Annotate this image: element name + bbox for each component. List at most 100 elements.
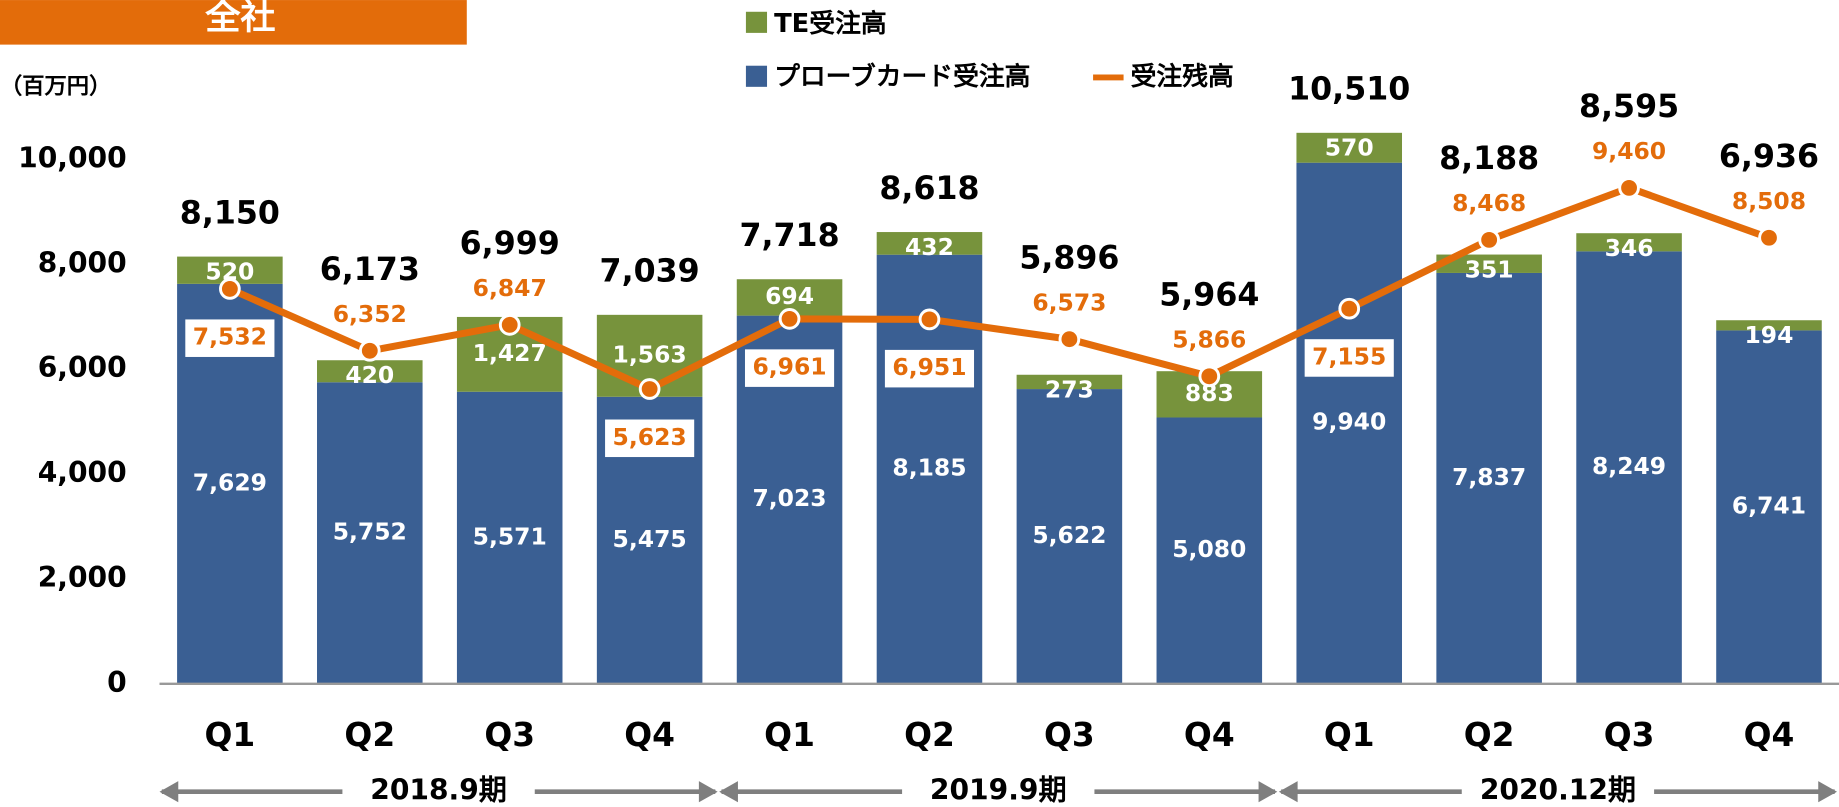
line-point <box>1198 365 1221 388</box>
line <box>228 184 1771 393</box>
line-label: 8,508 <box>1732 187 1806 215</box>
x-tick-label: Q2 <box>344 716 395 754</box>
bar-segment <box>1576 233 1682 252</box>
bar-segment <box>1716 320 1822 331</box>
line-point <box>778 308 801 330</box>
bar-label: 351 <box>1465 255 1514 283</box>
bar-label: 7,023 <box>752 484 826 512</box>
bar-label: 5,752 <box>333 518 407 546</box>
line-label: 6,961 <box>752 353 826 381</box>
period-label: 2018.9期 <box>370 774 507 807</box>
line-label: 5,866 <box>1172 326 1246 354</box>
bar-segment <box>1296 162 1403 684</box>
y-tick-label: 2,000 <box>38 561 127 594</box>
x-tick-label: Q3 <box>1604 716 1655 754</box>
label-box <box>744 349 835 387</box>
bar-label: 5,475 <box>613 525 687 553</box>
unit-label: （百万円） <box>0 73 111 99</box>
bar-segment <box>1296 132 1403 163</box>
y-tick-label: 0 <box>107 666 127 699</box>
y-tick-label: 4,000 <box>38 456 127 489</box>
line-label: 9,460 <box>1592 137 1666 165</box>
label-box <box>884 349 975 388</box>
bar-segment <box>1436 254 1542 273</box>
bar-label: 194 <box>1745 321 1794 349</box>
x-tick-label: Q3 <box>484 716 535 754</box>
total-label: 6,936 <box>1719 139 1819 175</box>
bar-label: 6,741 <box>1732 492 1806 520</box>
bar-label: 7,837 <box>1452 463 1526 491</box>
legend-label: 受注残高 <box>1131 61 1234 92</box>
label-box <box>185 319 275 357</box>
total-label: 7,718 <box>739 218 839 254</box>
line-point <box>1618 177 1640 199</box>
bar-label: 432 <box>905 233 954 261</box>
bar-label: 570 <box>1325 134 1374 162</box>
line-label: 6,951 <box>892 353 966 381</box>
line-label: 6,573 <box>1032 289 1106 317</box>
period-label-bg <box>902 772 1095 807</box>
header-box <box>0 0 467 45</box>
legend-swatch <box>745 11 768 33</box>
total-label: 7,039 <box>600 254 700 290</box>
bar-label: 1,427 <box>473 339 547 367</box>
total-label: 8,188 <box>1439 141 1539 177</box>
legend-label: TE受注高 <box>774 8 887 39</box>
x-tick-label: Q3 <box>1044 716 1095 754</box>
line-point <box>1058 328 1081 351</box>
label-box <box>1304 339 1394 377</box>
bar-label: 346 <box>1605 234 1654 262</box>
line-point <box>1338 297 1361 320</box>
bar-segment <box>1016 374 1123 390</box>
x-tick-label: Q4 <box>1744 716 1795 754</box>
line-point <box>1478 229 1500 251</box>
legend-label: プローブカード受注高 <box>774 61 1030 92</box>
x-tick-label: Q1 <box>204 716 255 754</box>
bar-label: 420 <box>345 361 394 389</box>
bar-label: 5,622 <box>1032 521 1106 549</box>
legend-swatch <box>745 65 768 87</box>
bar-label: 273 <box>1045 376 1094 404</box>
bar-label: 694 <box>765 282 814 310</box>
bar-segment <box>317 382 423 684</box>
bar-segment <box>1576 251 1682 684</box>
label-box <box>605 419 695 458</box>
x-tick-label: Q4 <box>624 716 675 754</box>
line-point <box>358 339 381 362</box>
line-label: 6,352 <box>333 300 407 328</box>
line-label: 6,847 <box>473 274 547 302</box>
total-label: 10,510 <box>1288 72 1410 108</box>
bar-segment <box>1716 330 1822 684</box>
period-label: 2019.9期 <box>930 774 1067 807</box>
bar-label: 5,571 <box>473 522 547 550</box>
bar-label: 1,563 <box>613 340 687 368</box>
total-label: 8,150 <box>180 195 280 231</box>
bar-segment <box>1436 272 1542 684</box>
line-label: 5,623 <box>613 423 687 451</box>
line-point <box>1758 226 1780 249</box>
x-tick-label: Q1 <box>764 716 815 754</box>
bar-segment <box>456 391 563 684</box>
bar-segment <box>1156 417 1263 684</box>
y-tick-label: 6,000 <box>38 351 127 384</box>
line-label: 8,468 <box>1452 189 1526 217</box>
y-tick-label: 10,000 <box>18 142 127 175</box>
header: 全社 <box>204 0 275 38</box>
total-label: 8,618 <box>879 171 979 207</box>
x-tick-label: Q2 <box>904 716 955 754</box>
total-label: 5,896 <box>1019 240 1119 276</box>
line-point <box>918 308 941 331</box>
bar-segment <box>317 360 423 383</box>
total-label: 5,964 <box>1159 278 1259 314</box>
line-point <box>638 378 661 400</box>
line-label: 7,532 <box>193 323 267 351</box>
bar-label: 5,080 <box>1172 535 1246 563</box>
bar-label: 9,940 <box>1312 408 1386 436</box>
period-label-bg <box>342 772 535 807</box>
x-tick-label: Q1 <box>1324 716 1375 754</box>
period-label: 2020.12期 <box>1480 774 1636 807</box>
x-tick-label: Q4 <box>1184 716 1235 754</box>
bar-label: 8,185 <box>892 454 966 482</box>
y-tick-label: 8,000 <box>38 246 127 279</box>
